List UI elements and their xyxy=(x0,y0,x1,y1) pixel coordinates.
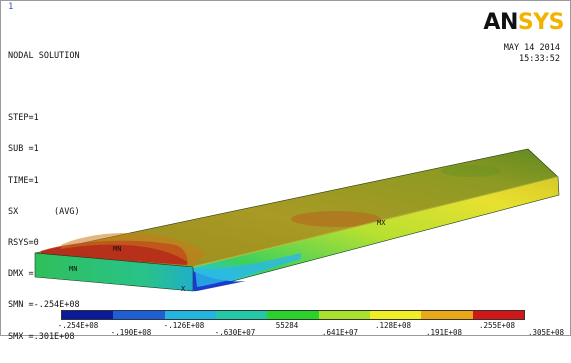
date-text: MAY 14 2014 xyxy=(503,43,560,53)
stress-gradient-band xyxy=(195,253,301,287)
ansys-logo: ANSYS xyxy=(483,10,564,35)
plate-edge xyxy=(192,176,559,268)
legend-swatch xyxy=(318,311,370,319)
local-stress-spot xyxy=(291,211,381,227)
info-line: SUB =1 xyxy=(8,144,39,155)
legend-label: .255E+08 xyxy=(478,321,516,330)
legend-ticks: -.254E+08 -.126E+08 55284 .128E+08 .255E… xyxy=(1,321,571,337)
legend-label: 55284 xyxy=(275,321,299,330)
time-text: 15:33:52 xyxy=(519,53,560,64)
mn-marker: MN xyxy=(113,245,121,253)
legend-label: -.190E+08 xyxy=(110,328,152,337)
legend-label: .191E+08 xyxy=(425,328,463,337)
legend-swatch xyxy=(113,311,165,319)
window-number: 1 xyxy=(8,2,14,12)
local-stress-spot-2 xyxy=(441,165,501,177)
info-line: SMN =-.254E+08 xyxy=(8,300,80,311)
orange-stress-band xyxy=(61,233,206,265)
legend-swatch xyxy=(215,311,268,319)
legend-swatch xyxy=(369,311,422,319)
legend-label: -.126E+08 xyxy=(163,321,205,330)
contour-legend-bar xyxy=(61,310,525,320)
mn-label: MN xyxy=(69,265,77,273)
mx-marker: MX xyxy=(377,219,386,227)
legend-label: -.254E+08 xyxy=(57,321,99,330)
info-line: STEP=1 xyxy=(8,113,39,124)
timestamp: MAY 14 2014 15:33:52 xyxy=(504,43,560,64)
legend-swatch xyxy=(421,311,473,319)
legend-swatch xyxy=(267,311,319,319)
contour-plot[interactable]: MN MN MX X xyxy=(1,1,571,337)
legend-swatch xyxy=(164,311,216,319)
info-line: RSYS=0 xyxy=(8,238,39,249)
legend-label: .128E+08 xyxy=(374,321,412,330)
info-line: SX (AVG) xyxy=(8,206,80,217)
info-line: TIME=1 xyxy=(8,175,39,186)
x-marker: X xyxy=(181,285,186,293)
info-line: NODAL SOLUTION xyxy=(8,50,80,61)
legend-label: .305E+08 xyxy=(527,328,565,337)
legend-swatch xyxy=(62,311,114,319)
legend-label: -.630E+07 xyxy=(214,328,256,337)
legend-label: .641E+07 xyxy=(321,328,359,337)
graphics-window[interactable]: 1 NODAL SOLUTION STEP=1 SUB =1 TIME=1 SX… xyxy=(0,0,571,342)
legend-swatch xyxy=(472,311,524,319)
